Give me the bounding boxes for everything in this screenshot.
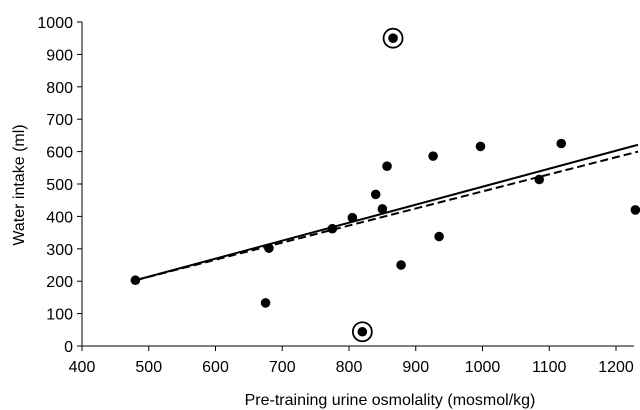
y-tick-label: 1000: [37, 15, 73, 32]
x-axis-title: Pre-training urine osmolality (mosmol/kg…: [245, 392, 536, 409]
y-tick-label: 800: [46, 80, 73, 97]
data-point: [130, 275, 141, 286]
data-point: [534, 174, 545, 185]
x-tick-label: 900: [402, 359, 429, 376]
outlier-ring: [351, 321, 373, 343]
data-point: [396, 260, 406, 270]
y-tick-label: 200: [46, 274, 73, 291]
y-tick-label: 500: [46, 177, 73, 194]
y-tick-label: 400: [46, 209, 73, 226]
solid-trend-line: [135, 143, 639, 282]
data-point: [264, 243, 274, 253]
x-tick-label: 600: [202, 359, 229, 376]
data-point: [260, 298, 271, 308]
data-point: [382, 161, 392, 171]
y-tick-label: 100: [46, 307, 73, 324]
x-axis-ticks: 400 500 600 700 800 900 1000 1100 1200: [69, 346, 634, 376]
y-tick-label: 300: [46, 242, 73, 259]
y-tick-label: 0: [64, 339, 73, 356]
data-point: [370, 189, 381, 200]
data-point: [388, 33, 398, 43]
x-tick-label: 1000: [465, 359, 501, 376]
x-tick-label: 800: [336, 359, 363, 376]
axes: [81, 22, 634, 347]
data-point: [630, 205, 640, 215]
data-points: [130, 27, 640, 343]
dashed-trend-line: [135, 150, 639, 282]
y-tick-label: 900: [46, 47, 73, 64]
data-point: [556, 138, 567, 149]
y-tick-label: 600: [46, 145, 73, 162]
data-point: [428, 151, 438, 161]
x-tick-label: 400: [69, 359, 96, 376]
y-tick-label: 700: [46, 112, 73, 129]
outlier-ring: [382, 27, 404, 49]
trend-lines: [135, 143, 639, 282]
data-point: [347, 212, 358, 223]
data-point: [434, 231, 444, 242]
x-tick-label: 1200: [598, 359, 634, 376]
x-tick-label: 1100: [532, 359, 567, 376]
y-axis-title: Water intake (ml): [11, 124, 28, 245]
data-point: [377, 204, 388, 214]
x-tick-label: 500: [135, 359, 162, 376]
y-axis-ticks: 0 100 200 300 400 500 600 700 800 900 1000: [37, 15, 82, 356]
x-tick-label: 700: [269, 359, 296, 376]
data-point: [327, 223, 338, 234]
data-point: [357, 326, 368, 337]
data-point: [475, 141, 486, 152]
